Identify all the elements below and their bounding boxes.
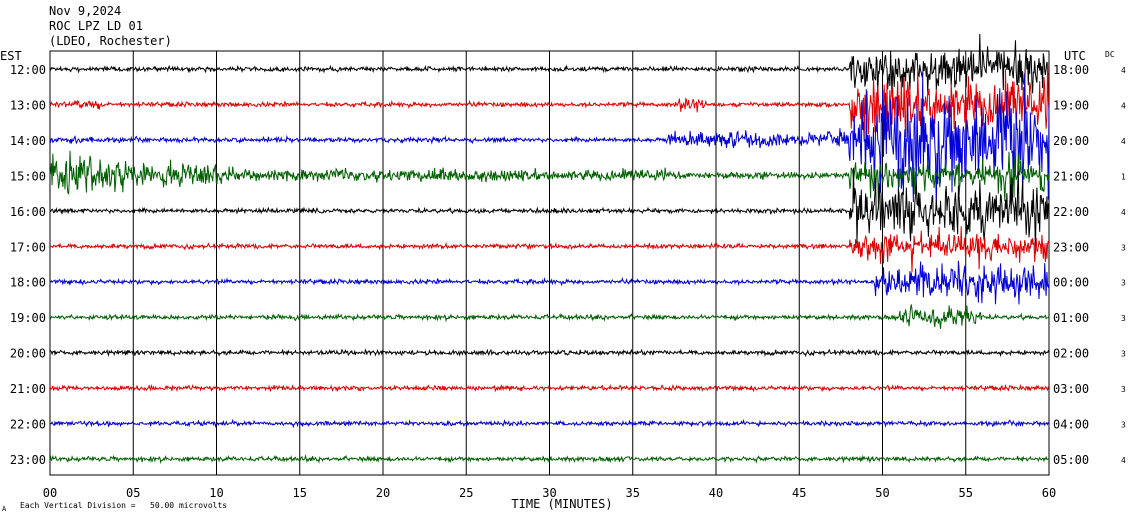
est-hour-label: 13:00 bbox=[10, 98, 46, 112]
corner-mark: A bbox=[2, 505, 7, 513]
dc-value: 3 bbox=[1121, 243, 1126, 252]
utc-hour-label: 02:00 bbox=[1053, 347, 1089, 361]
utc-hour-label: 01:00 bbox=[1053, 311, 1089, 325]
x-tick-label: 20 bbox=[376, 486, 390, 500]
trace-line bbox=[49, 418, 1050, 429]
trace-line bbox=[49, 167, 1050, 254]
x-tick-label: 25 bbox=[459, 486, 473, 500]
utc-hour-label: 21:00 bbox=[1053, 169, 1089, 183]
dc-value: 4 bbox=[1121, 101, 1126, 110]
x-tick-label: 50 bbox=[875, 486, 889, 500]
trace-line bbox=[49, 33, 1050, 98]
row-labels: 12:00 18:00 4 13:00 19:00 4 14:00 20:00 4 15:00 21… bbox=[10, 63, 1126, 467]
dc-value: 3 bbox=[1121, 385, 1126, 394]
trace-line bbox=[49, 150, 1050, 210]
trace-line bbox=[49, 226, 1050, 273]
est-hour-label: 22:00 bbox=[10, 418, 46, 432]
station-label: ROC LPZ LD 01 bbox=[49, 19, 143, 33]
utc-hour-label: 20:00 bbox=[1053, 134, 1089, 148]
dc-value: 3 bbox=[1121, 350, 1126, 359]
trace-line bbox=[49, 383, 1050, 393]
est-hour-label: 12:00 bbox=[10, 63, 46, 77]
dc-value: 1 bbox=[1121, 172, 1126, 181]
est-hour-label: 18:00 bbox=[10, 276, 46, 290]
est-hour-label: 23:00 bbox=[10, 453, 46, 467]
utc-hour-label: 04:00 bbox=[1053, 418, 1089, 432]
x-axis-ticks: 00 05 10 15 20 25 30 35 40 45 50 55 60 bbox=[43, 486, 1056, 500]
est-hour-label: 21:00 bbox=[10, 382, 46, 396]
date-label: Nov 9,2024 bbox=[49, 4, 121, 18]
x-tick-label: 15 bbox=[293, 486, 307, 500]
x-tick-label: 55 bbox=[959, 486, 973, 500]
x-axis-title: TIME (MINUTES) bbox=[511, 497, 612, 511]
x-tick-label: 35 bbox=[626, 486, 640, 500]
est-hour-label: 17:00 bbox=[10, 240, 46, 254]
trace-line bbox=[49, 304, 1050, 329]
utc-hour-label: 00:00 bbox=[1053, 276, 1089, 290]
dc-value: 4 bbox=[1121, 456, 1126, 465]
utc-hour-label: 19:00 bbox=[1053, 98, 1089, 112]
dc-value: 3 bbox=[1121, 314, 1126, 323]
utc-hour-label: 23:00 bbox=[1053, 240, 1089, 254]
dc-value: 4 bbox=[1121, 66, 1126, 75]
x-tick-label: 10 bbox=[209, 486, 223, 500]
utc-hour-label: 22:00 bbox=[1053, 205, 1089, 219]
est-hour-label: 15:00 bbox=[10, 169, 46, 183]
dc-value: 4 bbox=[1121, 137, 1126, 146]
x-tick-label: 45 bbox=[792, 486, 806, 500]
trace-line bbox=[49, 72, 1050, 210]
est-hour-label: 19:00 bbox=[10, 311, 46, 325]
right-timezone-label: UTC bbox=[1064, 49, 1086, 63]
x-tick-label: 60 bbox=[1042, 486, 1056, 500]
est-hour-label: 16:00 bbox=[10, 205, 46, 219]
est-hour-label: 14:00 bbox=[10, 134, 46, 148]
utc-hour-label: 03:00 bbox=[1053, 382, 1089, 396]
trace-line bbox=[50, 260, 1050, 305]
dc-column-label: DC bbox=[1105, 50, 1115, 59]
dc-value: 3 bbox=[1121, 279, 1126, 288]
utc-hour-label: 05:00 bbox=[1053, 453, 1089, 467]
trace-line bbox=[49, 454, 1050, 465]
scale-note: Each Vertical Division = 50.00 microvolt… bbox=[20, 501, 227, 510]
grid bbox=[49, 50, 1050, 476]
x-tick-label: 00 bbox=[43, 486, 57, 500]
dc-value: 4 bbox=[1121, 208, 1126, 217]
x-tick-label: 40 bbox=[709, 486, 723, 500]
left-timezone-label: EST bbox=[0, 49, 22, 63]
network-label: (LDEO, Rochester) bbox=[49, 34, 172, 48]
traces bbox=[49, 33, 1050, 465]
trace-line bbox=[49, 348, 1050, 358]
x-tick-label: 05 bbox=[126, 486, 140, 500]
dc-value: 3 bbox=[1121, 421, 1126, 430]
utc-hour-label: 18:00 bbox=[1053, 63, 1089, 77]
x-tick-label: 30 bbox=[542, 486, 556, 500]
est-hour-label: 20:00 bbox=[10, 347, 46, 361]
